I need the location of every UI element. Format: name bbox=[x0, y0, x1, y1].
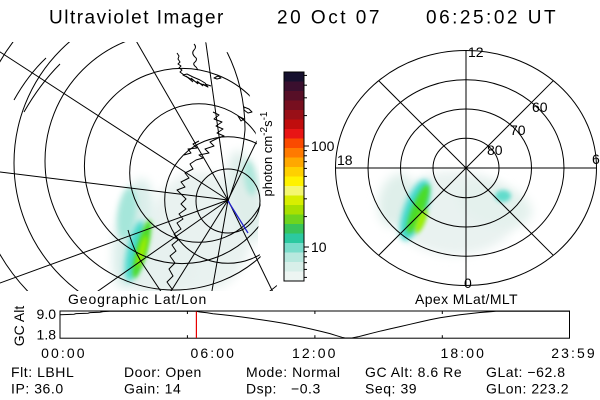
svg-text:Seq: 39: Seq: 39 bbox=[365, 381, 417, 397]
svg-text:06:25:02 UT: 06:25:02 UT bbox=[426, 8, 558, 29]
svg-text:10: 10 bbox=[311, 239, 327, 255]
svg-text:GLat: −62.8: GLat: −62.8 bbox=[486, 364, 566, 380]
svg-text:IP: 36.0: IP: 36.0 bbox=[11, 381, 64, 397]
svg-text:12: 12 bbox=[468, 44, 484, 60]
svg-text:Dsp:: Dsp: bbox=[246, 381, 277, 397]
svg-text:80: 80 bbox=[487, 142, 503, 158]
svg-text:18: 18 bbox=[337, 152, 353, 168]
svg-text:Apex MLat/MLT: Apex MLat/MLT bbox=[415, 291, 518, 307]
svg-text:00:00: 00:00 bbox=[41, 345, 87, 361]
svg-text:Door: Open: Door: Open bbox=[124, 364, 202, 380]
svg-text:18:00: 18:00 bbox=[441, 345, 487, 361]
svg-text:6: 6 bbox=[592, 151, 600, 167]
svg-text:12:00: 12:00 bbox=[292, 345, 338, 361]
svg-text:23:59: 23:59 bbox=[551, 345, 597, 361]
svg-text:70: 70 bbox=[510, 122, 526, 138]
svg-text:Ultraviolet Imager: Ultraviolet Imager bbox=[49, 8, 225, 29]
svg-text:1.8: 1.8 bbox=[37, 327, 57, 343]
svg-text:100: 100 bbox=[311, 138, 335, 154]
svg-text:Flt: LBHL: Flt: LBHL bbox=[11, 364, 74, 380]
svg-text:20 Oct 07: 20 Oct 07 bbox=[277, 8, 382, 29]
svg-text:Gain: 14: Gain: 14 bbox=[124, 381, 181, 397]
svg-text:Mode: Normal: Mode: Normal bbox=[246, 364, 341, 380]
svg-text:Geographic Lat/Lon: Geographic Lat/Lon bbox=[68, 291, 207, 307]
svg-text:GC Alt: 8.6 Re: GC Alt: 8.6 Re bbox=[365, 364, 462, 380]
svg-text:photon cm-2s-1: photon cm-2s-1 bbox=[259, 111, 276, 196]
svg-text:60: 60 bbox=[532, 99, 548, 115]
svg-text:06:00: 06:00 bbox=[191, 345, 237, 361]
svg-text:9.0: 9.0 bbox=[37, 306, 57, 322]
svg-text:−0.3: −0.3 bbox=[291, 381, 321, 397]
svg-text:GLon: 223.2: GLon: 223.2 bbox=[486, 381, 569, 397]
svg-text:GC Alt: GC Alt bbox=[11, 306, 27, 347]
svg-text:0: 0 bbox=[464, 275, 472, 291]
